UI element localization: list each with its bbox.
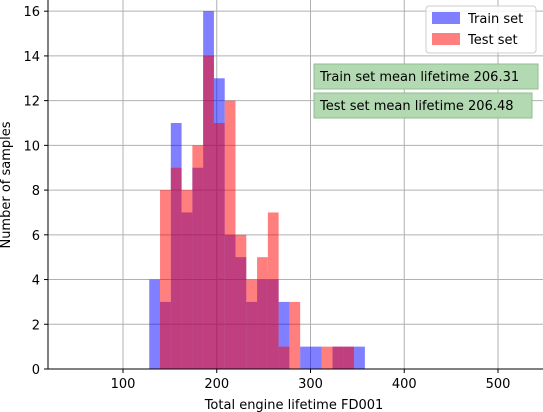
x-tick-label: 400: [392, 377, 417, 392]
axes: [47, 0, 543, 370]
test-bar: [192, 145, 204, 369]
x-tick-label: 200: [204, 377, 229, 392]
legend-swatch-test: [432, 33, 460, 45]
test-bar: [160, 190, 171, 369]
x-tick-label: 500: [486, 377, 511, 392]
y-axis-label: Number of samples: [0, 121, 14, 248]
test-bar: [170, 167, 182, 369]
test-bar: [332, 346, 344, 369]
test-set-bars: [160, 55, 355, 370]
x-axis-label: Total engine lifetime FD001: [204, 398, 384, 412]
y-tick-label: 16: [23, 5, 40, 20]
annotation-train-mean: Train set mean lifetime 206.31: [313, 63, 539, 90]
test-bar: [278, 346, 290, 369]
train-bar: [278, 301, 290, 369]
y-tick-label: 8: [32, 184, 40, 199]
y-tick-label: 2: [32, 318, 40, 333]
test-bar: [213, 123, 225, 369]
test-bar: [224, 100, 236, 370]
train-bar: [300, 346, 311, 369]
test-bar: [257, 257, 268, 369]
y-tick-label: 6: [32, 229, 40, 244]
legend-swatch-train: [432, 12, 460, 24]
train-bar: [354, 346, 365, 369]
x-tick-label: 300: [298, 377, 323, 392]
test-bar: [343, 346, 355, 369]
y-tick-label: 0: [32, 363, 40, 378]
test-bar: [289, 301, 301, 369]
train-bar: [149, 279, 161, 369]
y-tick-label: 10: [23, 139, 40, 154]
y-tick-label: 14: [23, 50, 40, 65]
x-ticks: 100 200 300 400 500: [111, 369, 511, 392]
test-bar: [203, 55, 214, 370]
y-tick-label: 12: [23, 95, 40, 110]
annotation-test-mean-text: Test set mean lifetime 206.48: [319, 99, 514, 114]
test-bar: [181, 190, 193, 369]
y-tick-label: 4: [32, 274, 40, 289]
train-bar: [310, 346, 322, 369]
test-bar: [321, 346, 333, 369]
x-tick-label: 100: [111, 377, 136, 392]
legend-label-train: Train set: [467, 12, 523, 27]
annotation-train-mean-text: Train set mean lifetime 206.31: [319, 70, 519, 85]
legend-label-test: Test set: [467, 33, 518, 48]
y-ticks: 0 2 4 6 8 10 12 14 16: [23, 5, 48, 378]
legend: Train set Test set: [425, 5, 537, 54]
test-bar: [267, 212, 279, 369]
annotation-test-mean: Test set mean lifetime 206.48: [313, 92, 533, 119]
test-bar: [235, 234, 247, 369]
test-bar: [246, 279, 258, 369]
